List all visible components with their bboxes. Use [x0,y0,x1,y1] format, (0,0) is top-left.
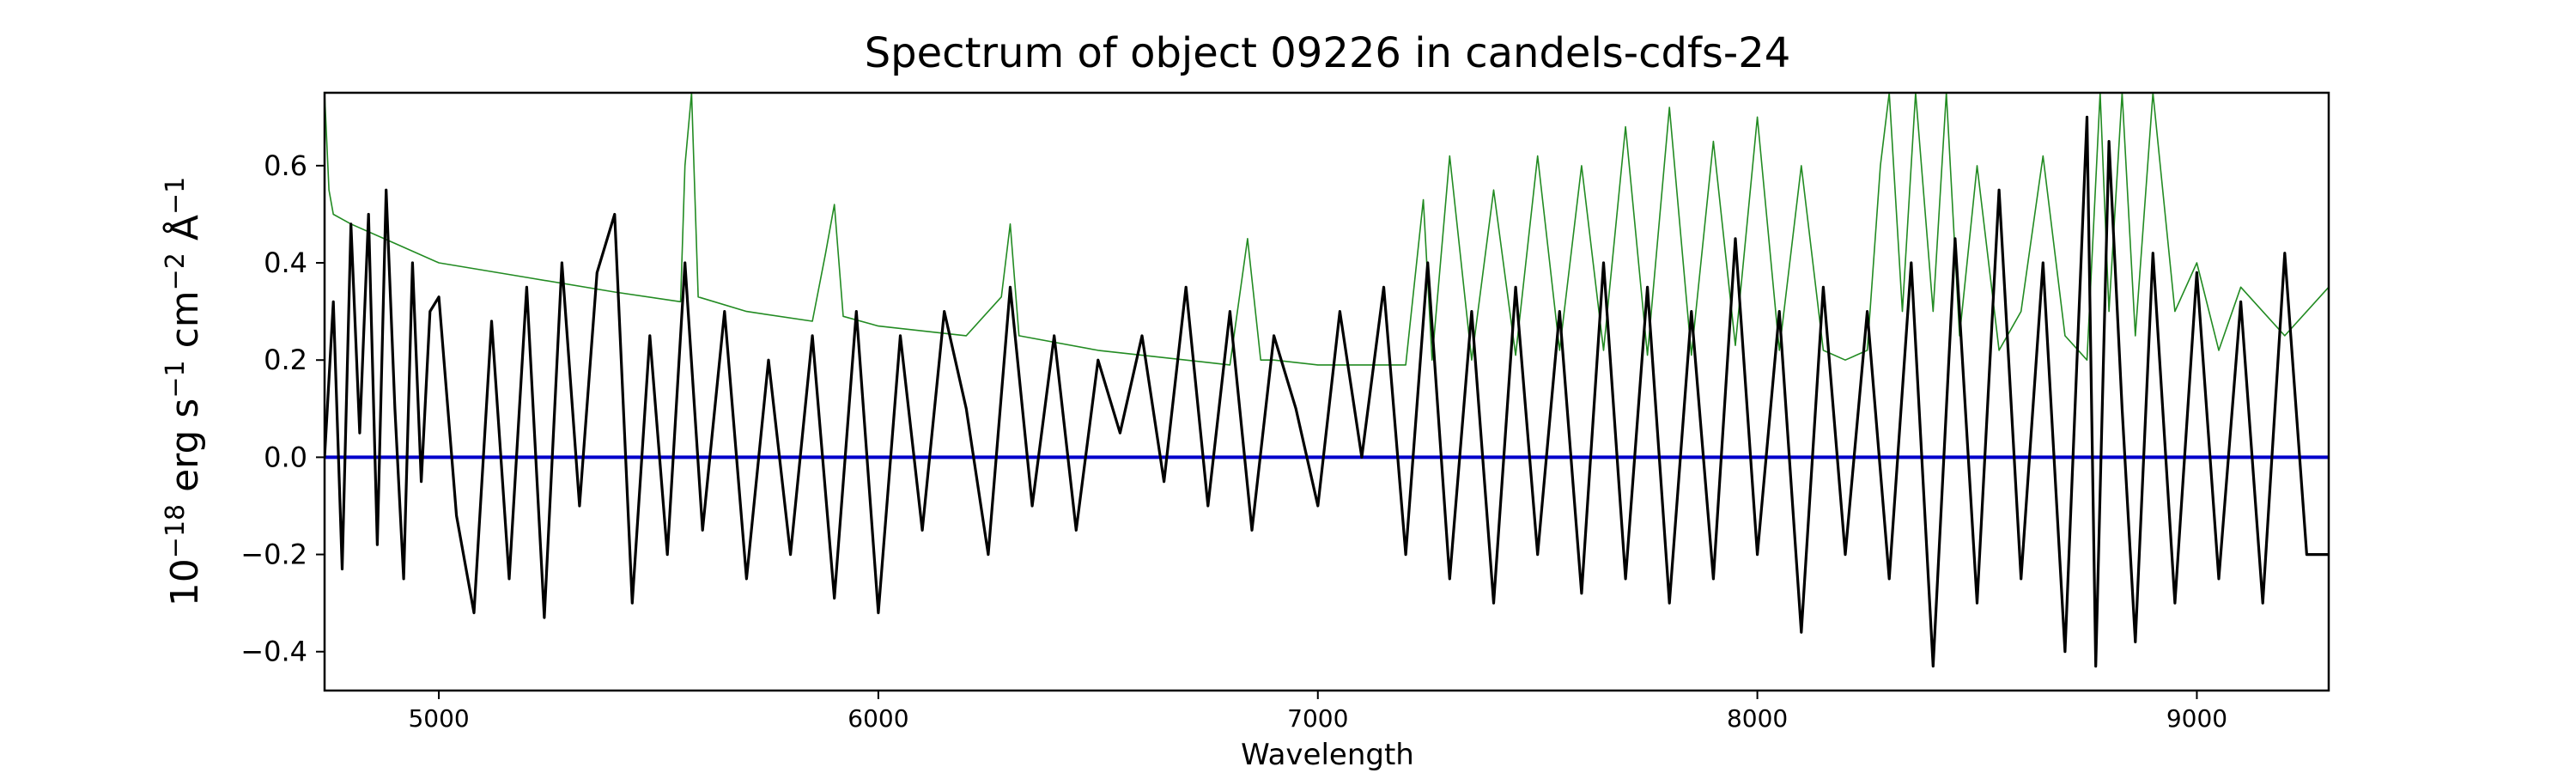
y-tick-label: −0.4 [240,636,307,668]
y-label-base: 10 [163,558,207,606]
y-label-exp-2: −1 [161,360,191,398]
y-label-exp-1: −18 [161,504,191,558]
y-label-text-1: erg s [163,399,207,504]
y-label-exp-4: −1 [161,177,191,215]
y-label-text-2: cm [163,290,207,360]
plot-frame [323,91,2330,692]
x-tick-label: 5000 [408,704,469,733]
x-tick-label: 8000 [1727,704,1788,733]
y-tick-label: 0.4 [264,247,307,279]
y-tick-label: 0.6 [264,149,307,182]
series-layer [325,93,2329,668]
flux-series-line [325,115,2329,668]
y-axis-label: 10−18 erg s−1 cm−2 Å−1 [161,177,207,606]
error-series-line [325,93,2329,366]
y-label-text-3: Å [161,215,207,253]
x-axis-label: Wavelength [1241,738,1414,772]
x-tick-label: 7000 [1287,704,1348,733]
x-axis-ticks: 5000 6000 7000 8000 9000 [408,691,2227,733]
y-tick-label: −0.2 [240,539,307,571]
x-tick-label: 6000 [848,704,908,733]
y-label-exp-3: −2 [161,253,191,290]
y-tick-label: 0.0 [264,441,307,473]
y-axis-ticks: −0.4 −0.2 0.0 0.2 0.4 0.6 [240,149,325,668]
chart-title: Spectrum of object 09226 in candels-cdfs… [865,29,1791,77]
y-tick-label: 0.2 [264,344,307,376]
x-tick-label: 9000 [2166,704,2227,733]
